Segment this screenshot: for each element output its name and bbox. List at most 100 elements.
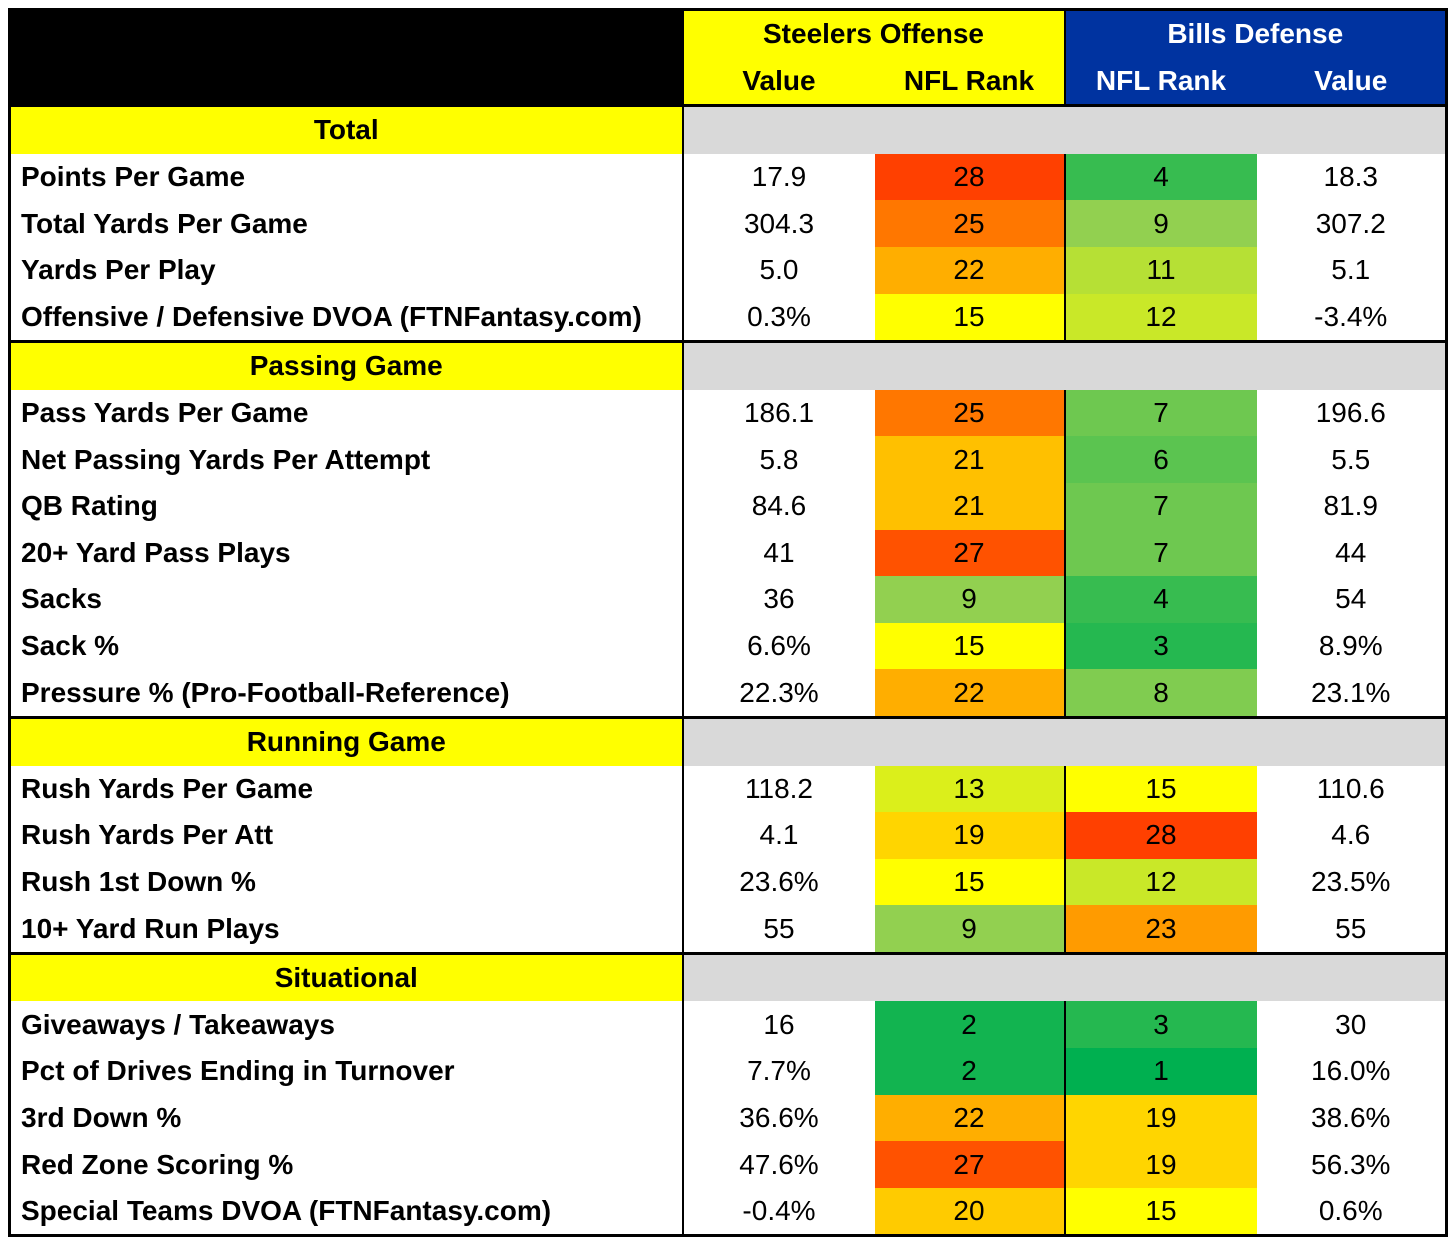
bills-defense-title: Bills Defense: [1063, 7, 1448, 58]
def-value-cell: 0.6%: [1256, 1187, 1448, 1238]
table-row: 3rd Down % 36.6% 22 19 38.6%: [8, 1094, 1448, 1142]
stat-label: Sack %: [8, 622, 683, 670]
def-value-cell: 81.9: [1256, 482, 1448, 530]
off-rank-cell: 25: [874, 389, 1065, 437]
stat-label: 3rd Down %: [8, 1094, 683, 1142]
off-rank-cell: 13: [874, 765, 1065, 813]
stats-table: Steelers Offense Bills Defense Value NFL…: [8, 7, 1448, 1238]
def-rank-cell: 11: [1063, 246, 1257, 294]
section-spacer: [681, 951, 1448, 1002]
off-value-cell: 5.8: [681, 436, 875, 483]
def-rank-cell: 6: [1063, 436, 1257, 483]
off-value-cell: 304.3: [681, 200, 875, 247]
stat-label: Giveaways / Takeaways: [8, 1001, 683, 1049]
header-row-teams: Steelers Offense Bills Defense: [8, 7, 1448, 106]
off-rank-cell: 28: [874, 153, 1065, 201]
table-row: Sacks 36 9 4 54: [8, 576, 1448, 623]
off-value-cell: 186.1: [681, 389, 875, 437]
table-row: Pct of Drives Ending in Turnover 7.7% 2 1 16…: [8, 1048, 1448, 1095]
def-value-cell: 8.9%: [1256, 622, 1448, 670]
table-row: Special Teams DVOA (FTNFantasy.com) -0.4%…: [8, 1187, 1448, 1238]
def-rank-cell: 7: [1063, 482, 1257, 530]
table-row: Rush Yards Per Att 4.1 19 28 4.6: [8, 812, 1448, 859]
table-row: Sack % 6.6% 15 3 8.9%: [8, 622, 1448, 670]
table-row: Yards Per Play 5.0 22 11 5.1: [8, 246, 1448, 294]
stat-label: Sacks: [8, 576, 683, 623]
off-rank-cell: 15: [874, 622, 1065, 670]
steelers-offense-title: Steelers Offense: [681, 7, 1065, 58]
header-off-rank: NFL Rank: [874, 57, 1065, 106]
section-title: Running Game: [8, 715, 683, 766]
def-value-cell: 54: [1256, 576, 1448, 623]
off-value-cell: 55: [681, 905, 875, 954]
off-rank-cell: 22: [874, 246, 1065, 294]
off-rank-cell: 9: [874, 576, 1065, 623]
section-title: Total: [8, 104, 683, 154]
def-rank-cell: 4: [1063, 153, 1257, 201]
def-value-cell: 196.6: [1256, 389, 1448, 437]
off-value-cell: 47.6%: [681, 1141, 875, 1188]
off-value-cell: 6.6%: [681, 622, 875, 670]
def-value-cell: 307.2: [1256, 200, 1448, 247]
table-row: Giveaways / Takeaways 16 2 3 30: [8, 1001, 1448, 1049]
def-rank-cell: 15: [1063, 1187, 1257, 1238]
header-row-columns: Value NFL Rank NFL Rank Value: [10, 57, 1448, 106]
header-off-value: Value: [681, 57, 875, 106]
def-rank-cell: 12: [1063, 858, 1257, 906]
off-rank-cell: 21: [874, 482, 1065, 530]
off-rank-cell: 27: [874, 529, 1065, 577]
stat-label: Pct of Drives Ending in Turnover: [8, 1048, 683, 1095]
stat-label: QB Rating: [8, 482, 683, 530]
off-value-cell: 84.6: [681, 482, 875, 530]
def-value-cell: 30: [1256, 1001, 1448, 1049]
stat-label: Rush Yards Per Att: [8, 812, 683, 859]
def-rank-cell: 19: [1063, 1094, 1257, 1142]
stat-label: Red Zone Scoring %: [8, 1141, 683, 1188]
table-row: Rush 1st Down % 23.6% 15 12 23.5%: [8, 858, 1448, 906]
def-value-cell: 18.3: [1256, 153, 1448, 201]
def-value-cell: 23.5%: [1256, 858, 1448, 906]
def-value-cell: 23.1%: [1256, 669, 1448, 718]
def-rank-cell: 3: [1063, 1001, 1257, 1049]
off-rank-cell: 21: [874, 436, 1065, 483]
off-value-cell: -0.4%: [681, 1187, 875, 1238]
def-rank-cell: 23: [1063, 905, 1257, 954]
def-rank-cell: 4: [1063, 576, 1257, 623]
off-rank-cell: 15: [874, 858, 1065, 906]
section-row: Passing Game: [8, 340, 1448, 390]
section-row: Situational: [8, 951, 1448, 1002]
def-rank-cell: 15: [1063, 765, 1257, 813]
off-value-cell: 36.6%: [681, 1094, 875, 1142]
table-row: Pass Yards Per Game 186.1 25 7 196.6: [8, 389, 1448, 437]
off-rank-cell: 19: [874, 812, 1065, 859]
def-value-cell: 4.6: [1256, 812, 1448, 859]
def-rank-cell: 9: [1063, 200, 1257, 247]
off-value-cell: 5.0: [681, 246, 875, 294]
def-rank-cell: 3: [1063, 622, 1257, 670]
off-rank-cell: 20: [874, 1187, 1065, 1238]
def-rank-cell: 8: [1063, 669, 1257, 718]
table-row: Rush Yards Per Game 118.2 13 15 110.6: [8, 765, 1448, 813]
def-value-cell: 44: [1256, 529, 1448, 577]
off-value-cell: 23.6%: [681, 858, 875, 906]
off-rank-cell: 2: [874, 1001, 1065, 1049]
def-rank-cell: 1: [1063, 1048, 1257, 1095]
table-row: Points Per Game 17.9 28 4 18.3: [8, 153, 1448, 201]
off-value-cell: 16: [681, 1001, 875, 1049]
off-value-cell: 41: [681, 529, 875, 577]
off-value-cell: 0.3%: [681, 293, 875, 342]
def-value-cell: 5.5: [1256, 436, 1448, 483]
table-row: Red Zone Scoring % 47.6% 27 19 56.3%: [8, 1141, 1448, 1188]
off-rank-cell: 25: [874, 200, 1065, 247]
section-title: Passing Game: [8, 340, 683, 390]
table-row: 10+ Yard Run Plays 55 9 23 55: [8, 905, 1448, 954]
off-value-cell: 36: [681, 576, 875, 623]
stat-label: 20+ Yard Pass Plays: [8, 529, 683, 577]
stat-label: Pass Yards Per Game: [8, 389, 683, 437]
def-value-cell: 56.3%: [1256, 1141, 1448, 1188]
def-rank-cell: 12: [1063, 293, 1257, 342]
table-row: Net Passing Yards Per Attempt 5.8 21 6 5.5: [8, 436, 1448, 483]
def-value-cell: -3.4%: [1256, 293, 1448, 342]
table-row: QB Rating 84.6 21 7 81.9: [8, 482, 1448, 530]
section-row: Total: [8, 104, 1448, 154]
